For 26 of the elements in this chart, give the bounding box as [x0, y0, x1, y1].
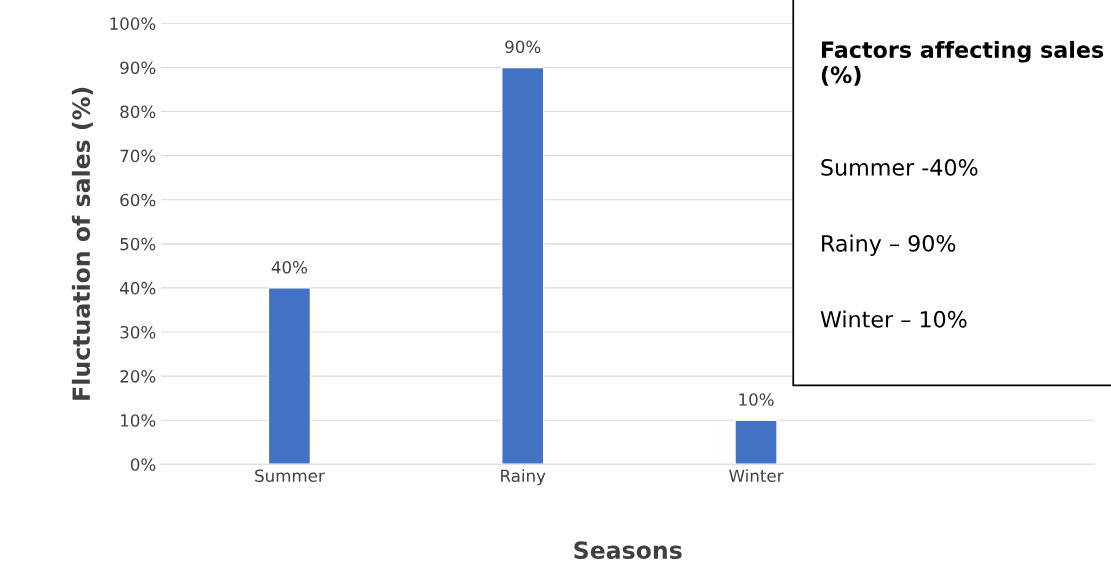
annotation: Rainy – 90% [822, 234, 956, 257]
x-tick-label: Winter [729, 469, 784, 483]
y-tick-label: 100% [110, 17, 156, 30]
y-tick-label: 80% [120, 105, 156, 119]
x-tick-label: Rainy [501, 469, 546, 486]
y-axis-title: Fluctuation of sales (%) [71, 87, 93, 400]
y-tick-label: 40% [120, 281, 156, 295]
y-tick-label: 10% [121, 414, 156, 427]
y-tick-label: 50% [120, 237, 156, 251]
annotation: Summer -40% [821, 159, 978, 176]
y-tick-label: 20% [120, 370, 156, 383]
bar [267, 287, 312, 465]
y-tick-label: 90% [120, 61, 156, 75]
y-tick-label: 0% [130, 458, 156, 471]
data-label: 90% [505, 40, 541, 54]
annotation: Winter – 10% [820, 310, 967, 328]
bar [734, 419, 778, 465]
data-label: 40% [271, 260, 308, 274]
annotation: Factors affecting sales (%) [821, 40, 1104, 86]
data-label: 10% [739, 393, 774, 406]
bar [501, 66, 545, 465]
y-tick-label: 60% [120, 193, 156, 207]
x-tick-label: Summer [255, 469, 325, 483]
x-axis-title: Seasons [574, 541, 682, 560]
y-tick-label: 30% [120, 325, 156, 339]
y-tick-label: 70% [120, 149, 156, 163]
